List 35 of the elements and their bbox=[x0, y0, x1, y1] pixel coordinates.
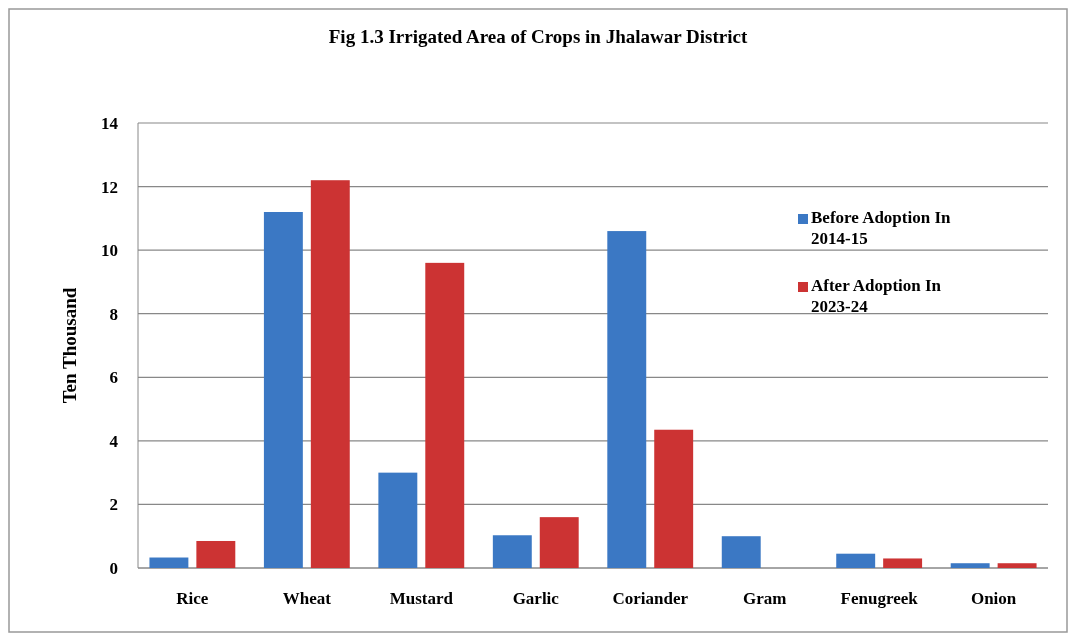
bar bbox=[883, 558, 923, 568]
y-tick-label: 2 bbox=[109, 495, 118, 515]
bar bbox=[492, 535, 532, 568]
y-tick-label: 0 bbox=[109, 558, 118, 578]
bar bbox=[950, 563, 990, 568]
bar bbox=[425, 262, 465, 568]
y-tick-label: 14 bbox=[101, 113, 119, 133]
bar bbox=[263, 212, 303, 568]
legend-label: Before Adoption In 2014-15 bbox=[811, 208, 952, 248]
x-tick-label: Rice bbox=[176, 589, 209, 608]
x-tick-label: Gram bbox=[742, 589, 787, 608]
y-tick-label: 12 bbox=[101, 177, 118, 197]
y-tick-label: 8 bbox=[109, 304, 118, 324]
chart-title: Fig 1.3 Irrigated Area of Crops in Jhalawar District bbox=[328, 26, 748, 47]
y-axis-title: Ten Thousand bbox=[59, 287, 80, 404]
x-tick-label: Mustard bbox=[389, 589, 454, 608]
x-tick-label: Garlic bbox=[512, 589, 560, 608]
x-tick-label: Coriander bbox=[612, 589, 689, 608]
bar bbox=[721, 536, 761, 568]
bar bbox=[607, 231, 647, 568]
legend-label: After Adoption In 2023-24 bbox=[811, 276, 942, 316]
bar bbox=[378, 472, 418, 568]
bar bbox=[310, 180, 350, 568]
bar bbox=[654, 429, 694, 568]
y-tick-label: 6 bbox=[109, 368, 118, 388]
y-tick-label: 10 bbox=[101, 241, 118, 261]
bar bbox=[149, 557, 189, 568]
y-tick-label: 4 bbox=[109, 431, 119, 451]
x-tick-label: Onion bbox=[970, 589, 1017, 608]
x-tick-label: Fenugreek bbox=[840, 589, 919, 608]
bar bbox=[997, 563, 1037, 568]
x-tick-label: Wheat bbox=[282, 589, 332, 608]
bar bbox=[836, 553, 876, 568]
bar bbox=[196, 540, 236, 568]
bar bbox=[539, 517, 579, 568]
